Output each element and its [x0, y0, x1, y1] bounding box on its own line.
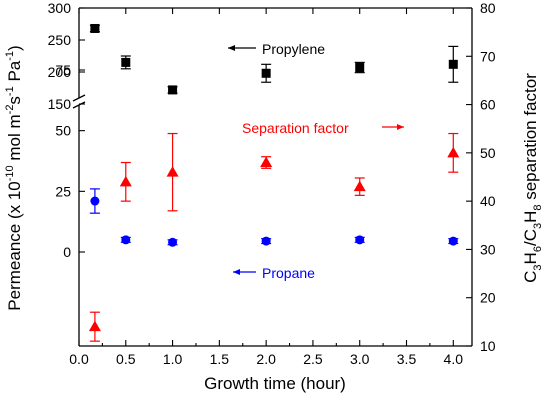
y-right-tick-label: 20	[480, 290, 496, 306]
x-tick-label: 4.0	[444, 351, 464, 367]
arrowhead-propylene	[228, 45, 235, 51]
y-left-upper-tick-label: 150	[48, 96, 72, 112]
propane-marker	[90, 196, 100, 206]
propylene-point	[167, 85, 178, 95]
annotation-propylene-text: Propylene	[262, 41, 325, 57]
y-right-tick-label: 30	[480, 241, 496, 257]
propylene-point	[448, 45, 459, 83]
x-tick-label: 2.5	[303, 351, 323, 367]
arrowhead-separation	[397, 124, 404, 130]
y-left-tick-label: 50	[55, 123, 71, 139]
propylene-marker	[355, 63, 365, 73]
propylene-point	[120, 55, 131, 70]
x-tick-label: 0.0	[69, 351, 89, 367]
annotation-propane: Propane	[233, 265, 315, 281]
x-tick-label: 1.5	[210, 351, 230, 367]
propane-marker	[121, 235, 131, 245]
y-left-upper-tick-label: 250	[48, 32, 72, 48]
y-right-tick-label: 60	[480, 97, 496, 113]
separation-factor-marker	[166, 166, 179, 177]
x-tick-label: 3.5	[397, 351, 417, 367]
y-right-tick-label: 70	[480, 48, 496, 64]
y-left-tick-label: 25	[55, 183, 71, 199]
propylene-marker	[168, 85, 178, 95]
y-right-tick-label: 50	[480, 145, 496, 161]
separation-factor-marker	[88, 320, 101, 332]
propane-point	[261, 236, 272, 246]
y-left-upper-tick-label: 300	[48, 0, 72, 16]
x-tick-label: 1.0	[163, 351, 183, 367]
propane-marker	[448, 236, 458, 246]
propane-marker	[168, 237, 178, 247]
propylene-point	[354, 61, 365, 74]
propane-marker	[355, 235, 365, 245]
annotation-separation-text: Separation factor	[242, 120, 349, 136]
x-tick-label: 2.0	[256, 351, 276, 367]
x-tick-label: 0.5	[116, 351, 136, 367]
propylene-marker	[90, 23, 100, 33]
propane-point	[448, 236, 459, 246]
propane-marker	[261, 236, 271, 246]
y-right-tick-label: 80	[480, 0, 496, 16]
tick-group: 0.0 0.5 1.0 1.5 2.0 2.5 3.0 3.5 4.0 0 25 50 75 150 200…	[48, 0, 496, 367]
propane-point	[89, 188, 100, 214]
separation-factor-marker	[119, 175, 132, 187]
propylene-marker	[121, 57, 131, 67]
separation-factor-point	[119, 161, 132, 202]
separation-factor-point	[260, 156, 273, 169]
y-right-tick-label: 40	[480, 193, 496, 209]
propylene-point	[89, 23, 100, 33]
propane-point	[167, 237, 178, 247]
axis-break-mark-bottom	[72, 101, 86, 109]
separation-factor-point	[88, 311, 101, 342]
axis-break-mark-top	[72, 94, 86, 102]
propane-point	[354, 235, 365, 245]
separation-factor-point	[353, 177, 366, 196]
y-axis-left-label: Permeance (x 10-10 mol m-2s-1 Pa-1)	[4, 45, 24, 310]
propane-point	[120, 235, 131, 245]
separation-factor-marker	[447, 146, 460, 158]
separation-factor-point	[447, 132, 460, 173]
separation-factor-marker	[353, 180, 366, 192]
arrowhead-propane	[233, 269, 240, 275]
x-axis-label: Growth time (hour)	[204, 374, 346, 393]
annotation-separation-factor: Separation factor	[242, 120, 404, 136]
data-marks	[88, 23, 460, 342]
propylene-marker	[448, 59, 458, 69]
y-axis-right-label: C3H6/C3H8 separation factor	[521, 73, 544, 283]
y-left-upper-tick-label: 200	[48, 64, 72, 80]
propylene-marker	[261, 68, 271, 78]
annotation-propane-text: Propane	[262, 265, 315, 281]
y-left-tick-label: 0	[63, 244, 71, 260]
y-left-tick-label: 75	[55, 62, 71, 78]
separation-factor-point	[166, 132, 179, 212]
separation-factor-marker	[260, 156, 273, 168]
annotation-propylene: Propylene	[228, 41, 325, 57]
y-right-tick-label: 10	[480, 338, 496, 354]
propylene-point	[261, 63, 272, 83]
x-tick-label: 3.0	[350, 351, 370, 367]
